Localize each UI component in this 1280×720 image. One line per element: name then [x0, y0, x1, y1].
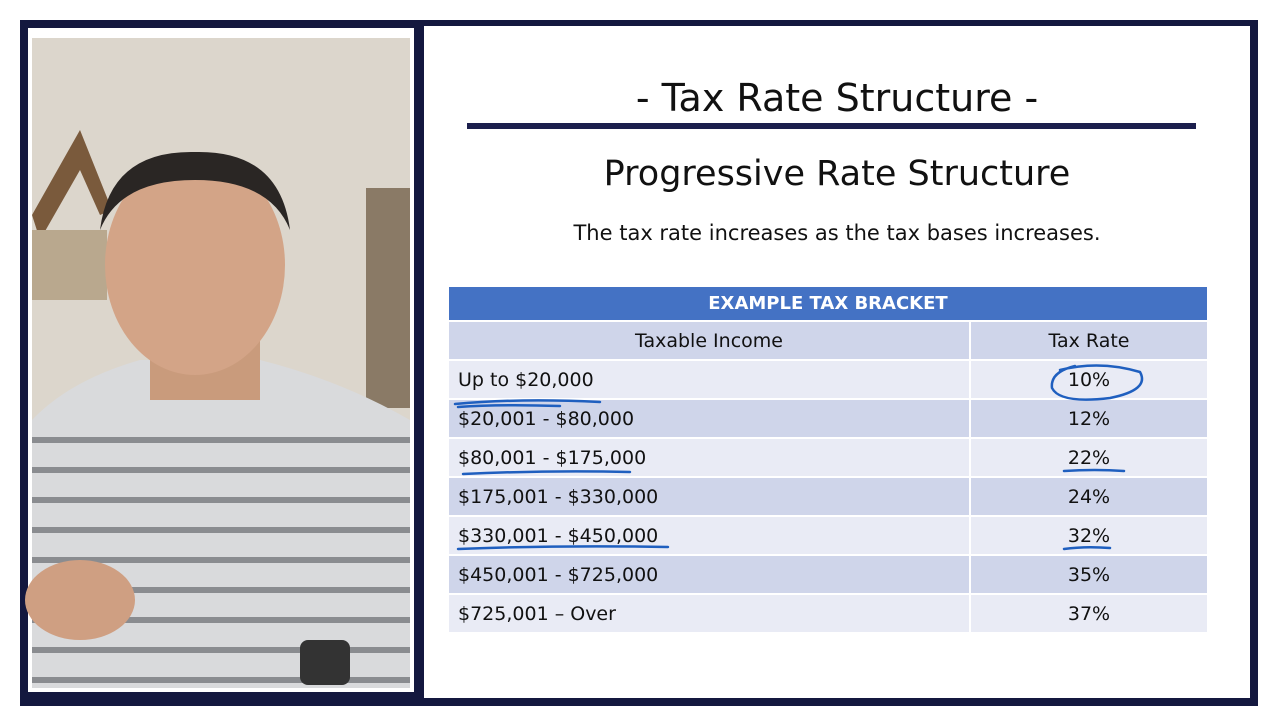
table-row: $20,001 - $80,000 12%	[447, 398, 1209, 439]
rate-cell: 32%	[969, 515, 1209, 556]
title-rule	[467, 123, 1196, 129]
slide-title: - Tax Rate Structure -	[635, 76, 1039, 120]
tax-table: EXAMPLE TAX BRACKET Taxable Income Tax R…	[447, 285, 1209, 634]
table-row: $80,001 - $175,000 22%	[447, 437, 1209, 478]
wall-decor	[32, 130, 112, 240]
income-cell: $175,001 - $330,000	[447, 476, 971, 517]
column-header: Tax Rate	[969, 320, 1209, 361]
income-cell: $725,001 – Over	[447, 593, 971, 634]
table-caption: EXAMPLE TAX BRACKET	[447, 285, 1209, 322]
slide: - Tax Rate Structure - Progressive Rate …	[424, 26, 1250, 698]
table-row: $330,001 - $450,000 32%	[447, 515, 1209, 556]
rate-cell: 37%	[969, 593, 1209, 634]
wall-sign	[32, 230, 107, 300]
caption-row: EXAMPLE TAX BRACKET	[447, 285, 1209, 322]
table-row: Up to $20,000 10%	[447, 359, 1209, 400]
hair	[100, 151, 290, 230]
income-cell: $330,001 - $450,000	[447, 515, 971, 556]
table-row: $450,001 - $725,000 35%	[447, 554, 1209, 595]
table-row: $175,001 - $330,000 24%	[447, 476, 1209, 517]
income-cell: $20,001 - $80,000	[447, 398, 971, 439]
income-cell: Up to $20,000	[447, 359, 971, 400]
income-cell: $80,001 - $175,000	[447, 437, 971, 478]
rate-cell: 12%	[969, 398, 1209, 439]
watch	[300, 640, 350, 685]
header-row: Taxable Income Tax Rate	[447, 320, 1209, 361]
slide-description: The tax rate increases as the tax bases …	[573, 221, 1101, 245]
rate-cell: 35%	[969, 554, 1209, 595]
column-header: Taxable Income	[447, 320, 971, 361]
table-row: $725,001 – Over 37%	[447, 593, 1209, 634]
rate-cell: 24%	[969, 476, 1209, 517]
divider	[418, 28, 424, 692]
wall-frame	[366, 188, 410, 408]
hand	[25, 560, 135, 640]
slide-subtitle: Progressive Rate Structure	[603, 154, 1071, 194]
head	[105, 155, 285, 375]
income-cell: $450,001 - $725,000	[447, 554, 971, 595]
rate-cell: 10%	[969, 359, 1209, 400]
rate-cell: 22%	[969, 437, 1209, 478]
